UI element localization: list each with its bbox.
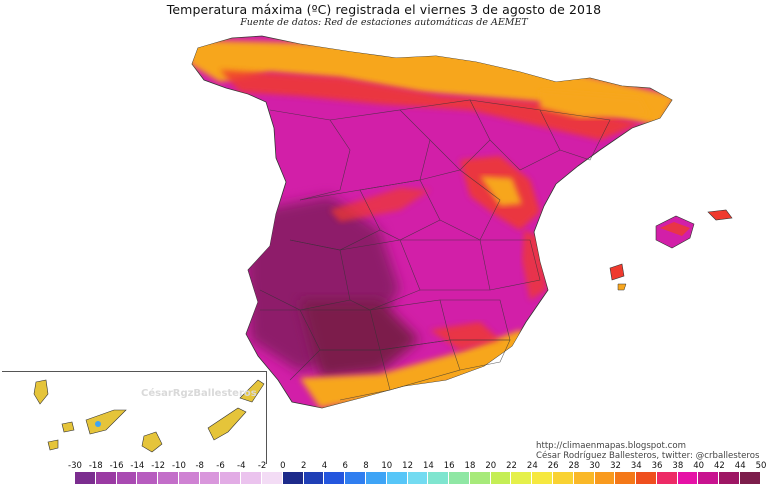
- legend-swatch: [137, 472, 159, 484]
- legend-swatch: [324, 472, 346, 484]
- legend-tick-label: 20: [485, 461, 497, 471]
- formentera: [617, 283, 627, 291]
- legend-swatch: [719, 472, 740, 484]
- legend-swatch: [532, 472, 553, 484]
- canary-islands-inset: [2, 371, 267, 464]
- legend-swatch: [636, 472, 657, 484]
- legend-tick-label: 18: [464, 461, 476, 471]
- watermark: CésarRgzBallesteros: [141, 388, 257, 399]
- legend-swatch: [656, 472, 678, 484]
- color-legend: [75, 472, 761, 484]
- ibiza: [609, 263, 625, 281]
- legend-tick-label: 8: [363, 461, 369, 471]
- legend-swatch: [594, 472, 616, 484]
- lanzarote: [239, 379, 265, 403]
- legend-tick-label: -4: [237, 461, 246, 471]
- legend-tick-label: 34: [630, 461, 642, 471]
- legend-swatch: [469, 472, 491, 484]
- legend-tick-label: 40: [693, 461, 705, 471]
- legend-tick-label: 28: [568, 461, 580, 471]
- legend-swatch: [677, 472, 699, 484]
- province-borders: [259, 99, 611, 401]
- legend-tick-label: 14: [422, 461, 434, 471]
- credits-author: César Rodríguez Ballesteros, twitter: @c…: [536, 451, 760, 461]
- legend-tick-label: -10: [171, 461, 186, 471]
- legend-tick-label: 26: [547, 461, 559, 471]
- legend-tick-label: 2: [300, 461, 307, 471]
- menorca: [707, 209, 733, 221]
- legend-tick-label: 44: [734, 461, 746, 471]
- legend-tick-label: 42: [714, 461, 725, 471]
- la-palma: [33, 379, 49, 405]
- legend-swatch: [345, 472, 366, 484]
- legend-swatch: [220, 472, 242, 484]
- legend-swatch: [511, 472, 533, 484]
- legend-tick-label: 30: [589, 461, 601, 471]
- legend-swatch: [740, 472, 761, 484]
- tenerife: [85, 409, 127, 435]
- gran-canaria: [141, 431, 163, 453]
- legend-tick-label: 4: [321, 461, 328, 471]
- legend-swatch: [698, 472, 720, 484]
- legend-swatch: [573, 472, 595, 484]
- legend-tick-label: -14: [130, 461, 145, 471]
- legend-swatch: [262, 472, 283, 484]
- legend-swatch: [428, 472, 450, 484]
- map-subtitle: Fuente de datos: Red de estaciones autom…: [240, 17, 528, 28]
- legend-tick-label: -30: [68, 461, 82, 471]
- legend-swatch: [75, 472, 96, 484]
- legend-swatch: [386, 472, 408, 484]
- legend-tick-label: 32: [610, 461, 621, 471]
- la-gomera: [61, 421, 75, 433]
- legend-tick-label: 10: [381, 461, 393, 471]
- legend-swatch: [407, 472, 429, 484]
- legend-tick-label: 0: [280, 461, 286, 471]
- fuerteventura: [207, 407, 247, 441]
- legend-tick-label: -8: [195, 461, 204, 471]
- legend-swatch: [178, 472, 200, 484]
- legend-swatch: [95, 472, 117, 484]
- credits-url: http://climaenmapas.blogspot.com: [536, 441, 686, 451]
- legend-swatch: [303, 472, 325, 484]
- legend-swatch: [490, 472, 512, 484]
- legend-swatch: [449, 472, 470, 484]
- legend-swatch: [158, 472, 179, 484]
- legend-tick-labels: -30 -18 -16 -14 -12 -10 -8 -6 -4 -2 0 2 4 6 8 10 12 14 16 1…: [0, 461, 768, 472]
- credits: http://climaenmapas.blogspot.com César R…: [536, 441, 760, 461]
- el-hierro: [47, 439, 59, 451]
- legend-swatch: [282, 472, 304, 484]
- legend-swatch: [199, 472, 221, 484]
- legend-swatch: [615, 472, 637, 484]
- legend-tick-label: 6: [342, 461, 348, 471]
- legend-tick-label: -16: [109, 461, 124, 471]
- legend-tick-label: 38: [672, 461, 684, 471]
- legend-tick-label: -12: [151, 461, 166, 471]
- legend-tick-label: 22: [506, 461, 517, 471]
- legend-tick-label: 24: [526, 461, 538, 471]
- legend-tick-label: 50: [755, 461, 767, 471]
- legend-tick-label: 16: [443, 461, 455, 471]
- legend-tick-label: -6: [216, 461, 225, 471]
- legend-tick-label: -2: [257, 461, 267, 471]
- legend-tick-label: 12: [402, 461, 414, 471]
- legend-swatch: [116, 472, 138, 484]
- legend-tick-label: 36: [651, 461, 663, 471]
- legend-swatch: [241, 472, 263, 484]
- legend-tick-label: -18: [88, 461, 103, 471]
- legend-swatch: [365, 472, 387, 484]
- map-title: Temperatura máxima (ºC) registrada el vi…: [166, 2, 602, 17]
- legend-swatch: [552, 472, 574, 484]
